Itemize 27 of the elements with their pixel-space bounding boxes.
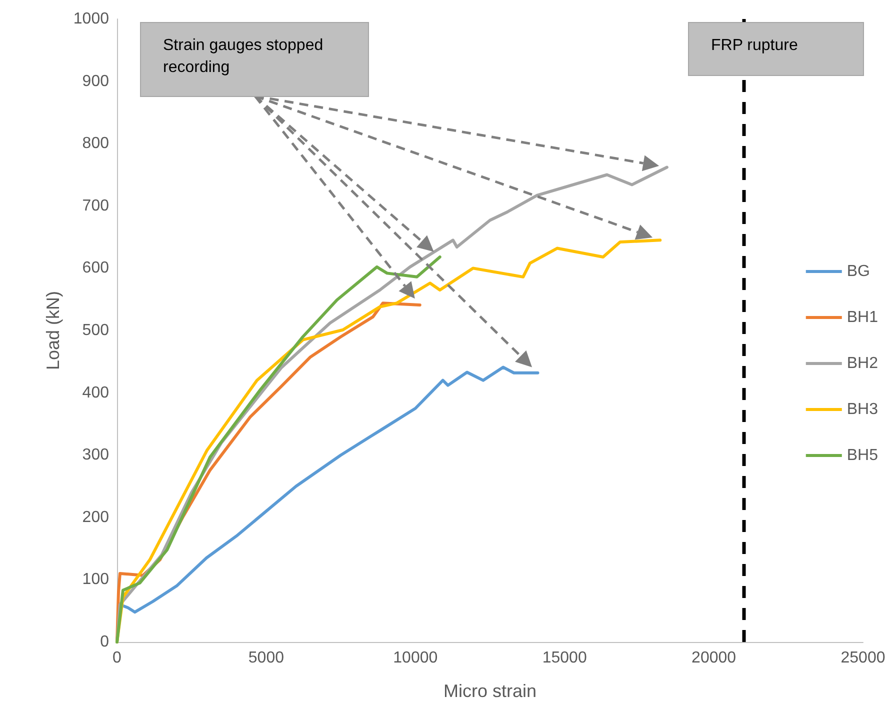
y-tick-label: 800 [82,135,110,152]
note-box: Strain gauges stopped recording [140,22,369,97]
legend-label: BH2 [846,355,878,372]
legend-label: BH1 [846,309,878,326]
x-axis-title: Micro strain [443,681,537,701]
x-tick-label: 10000 [393,650,438,666]
y-tick-label: 600 [82,260,110,277]
y-tick-label: 500 [82,322,110,339]
x-tick-label: 0 [112,650,122,666]
x-tick-label: 15000 [542,650,587,666]
note-box: FRP rupture [688,22,864,76]
y-tick-label: 900 [82,72,110,90]
y-tick-label: 1000 [73,10,110,28]
x-tick-label: 5000 [248,650,284,666]
y-tick-label: 400 [82,384,110,402]
y-tick-label: 100 [82,571,110,588]
x-tick-label: 25000 [840,650,886,666]
y-tick-label: 700 [82,197,110,214]
legend-label: BH5 [846,447,878,464]
line-series [116,255,442,644]
y-tick-label: 0 [100,634,110,650]
legend-label: BH3 [846,401,878,418]
y-tick-label: 300 [82,446,110,464]
y-tick-label: 200 [82,508,110,526]
legend-label: BG [846,263,870,280]
y-axis-title: Load (kN) [43,290,63,370]
x-tick-label: 20000 [692,650,736,666]
